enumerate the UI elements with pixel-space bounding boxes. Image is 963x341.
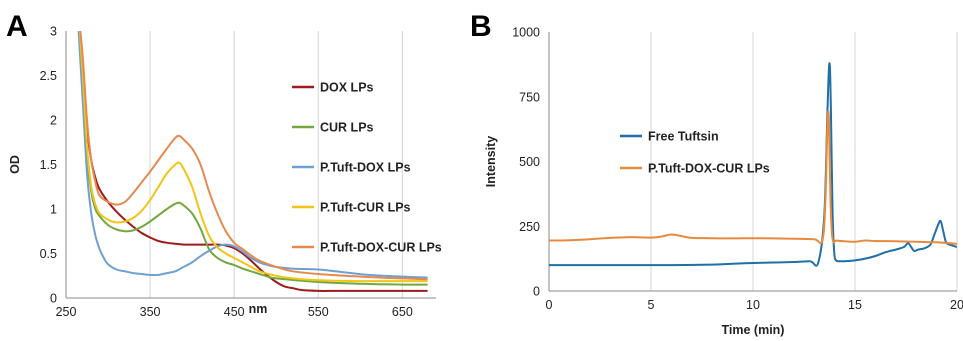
y-tick-label: 2.5	[40, 69, 57, 83]
legend-label: CUR LPs	[320, 121, 374, 135]
x-tick-label: 550	[308, 305, 329, 319]
series-line-2	[78, 31, 428, 286]
y-tick-label: 0	[50, 292, 57, 306]
legend-label: P.Tuft-CUR LPs	[320, 201, 411, 215]
panel-b-letter: B	[470, 10, 492, 43]
x-tick-label: 15	[848, 298, 862, 312]
x-tick-label: 350	[140, 305, 161, 319]
x-tick-label: 10	[746, 298, 760, 312]
y-tick-label: 0	[533, 285, 540, 299]
x-tick-label: 250	[56, 305, 77, 319]
series-lines	[77, 31, 428, 292]
y-axis-label: Intensity	[484, 136, 498, 187]
series-line-2	[549, 110, 957, 245]
x-tick-label: 0	[546, 298, 553, 312]
y-tick-label: 750	[519, 90, 540, 104]
x-tick-label: 450	[224, 305, 245, 319]
series-line-1	[549, 62, 957, 267]
x-axis-label: Time (min)	[722, 323, 785, 337]
x-tick-label: 20	[950, 298, 963, 312]
legend-label: DOX LPs	[320, 81, 374, 95]
y-tick-label: 1	[50, 203, 57, 217]
y-tick-label: 3	[50, 25, 57, 39]
y-tick-label: 0.5	[40, 247, 57, 261]
series-line-3	[77, 31, 428, 279]
y-axis-label: OD	[8, 155, 22, 174]
panel-b: B 0 5 10 15 20 0 250 500 750 1000 Intensity Time (m…	[470, 10, 963, 337]
legend-label: P.Tuft-DOX-CUR LPs	[320, 241, 442, 255]
legend-label: P.Tuft-DOX-CUR LPs	[648, 162, 770, 176]
x-tick-label: 5	[648, 298, 655, 312]
y-tick-label: 250	[519, 220, 540, 234]
y-tick-label: 1.5	[40, 158, 57, 172]
legend-label: P.Tuft-DOX LPs	[320, 161, 411, 175]
series-line-5	[79, 31, 428, 281]
legend-label: Free Tuftsin	[648, 130, 719, 144]
x-axis-label: nm	[249, 302, 268, 316]
series-line-4	[78, 31, 428, 283]
panel-a-letter: A	[6, 10, 28, 43]
x-tick-label: 650	[392, 305, 413, 319]
y-tick-label: 500	[519, 155, 540, 169]
y-tick-label: 1000	[512, 26, 540, 40]
panel-a: A 250 350 450 550 650 0 0.5 1 1.5 2 2.5 3 OD nm DOX LP…	[6, 10, 442, 319]
hplc-chart: 0 5 10 15 20 0 250 500 750 1000 Intensity Time (min…	[484, 26, 963, 338]
series-lines	[549, 62, 957, 267]
uv-vis-chart: 250 350 450 550 650 0 0.5 1 1.5 2 2.5 3 OD nm DOX LPs C…	[8, 25, 442, 320]
y-tick-label: 2	[50, 114, 57, 128]
